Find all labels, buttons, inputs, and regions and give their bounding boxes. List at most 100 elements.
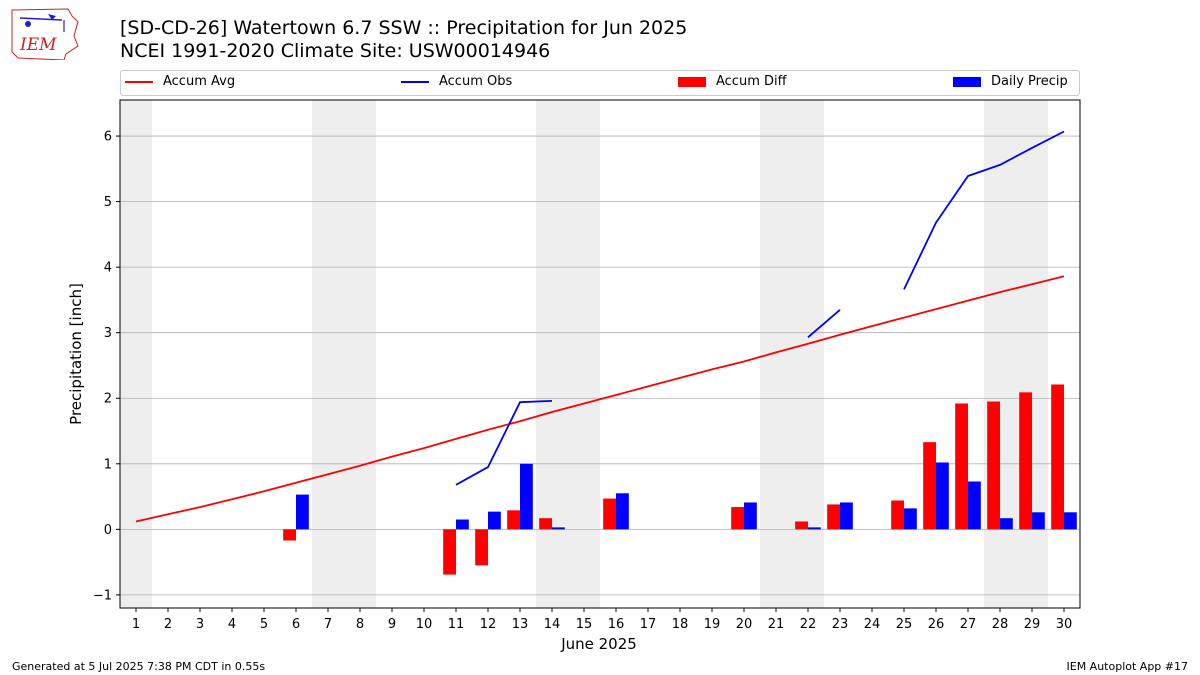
- legend: Accum Avg Accum Obs Accum Diff Daily Pre…: [120, 70, 1080, 96]
- x-tick-label: 18: [672, 617, 689, 632]
- chart-title: [SD-CD-26] Watertown 6.7 SSW :: Precipit…: [120, 17, 688, 39]
- daily-precip-bar: [1064, 512, 1077, 530]
- app-note: IEM Autoplot App #17: [1066, 660, 1189, 673]
- accum-diff-bar: [1019, 392, 1032, 530]
- y-axis-label: Precipitation [inch]: [67, 283, 85, 425]
- x-tick-label: 2: [164, 617, 172, 632]
- x-tick-label: 26: [928, 617, 945, 632]
- x-tick-label: 10: [416, 617, 433, 632]
- legend-label: Accum Obs: [439, 74, 513, 89]
- daily-precip-bar: [936, 462, 949, 530]
- accum-obs-line: [455, 400, 553, 486]
- lines: [135, 130, 1065, 523]
- legend-swatch: [678, 76, 706, 87]
- accum-diff-bar: [987, 401, 1000, 530]
- x-tick-label: 9: [388, 617, 396, 632]
- x-tick-label: 13: [512, 617, 529, 632]
- accum-diff-bar: [795, 521, 808, 530]
- accum-diff-bar: [283, 529, 296, 541]
- y-tick-label: 4: [104, 261, 112, 276]
- x-tick-label: 11: [448, 617, 465, 632]
- legend-item-accum-diff: Accum Diff: [678, 74, 787, 89]
- weekend-band: [760, 100, 792, 608]
- accum-diff-bar: [475, 529, 488, 566]
- x-tick-label: 16: [608, 617, 625, 632]
- accum-avg-line: [135, 275, 1065, 523]
- weekend-band: [568, 100, 600, 608]
- weekend-band: [1016, 100, 1048, 608]
- daily-precip-bar: [968, 481, 981, 530]
- x-tick-label: 7: [324, 617, 332, 632]
- gridlines: [120, 135, 1080, 596]
- daily-precip-bar: [520, 463, 533, 530]
- legend-label: Daily Precip: [991, 74, 1068, 89]
- x-tick-label: 20: [736, 617, 753, 632]
- x-tick-label: 17: [640, 617, 657, 632]
- accum-diff-bar: [731, 507, 744, 530]
- daily-precip-bar: [296, 494, 309, 530]
- daily-precip-bar: [488, 511, 501, 530]
- x-tick-label: 15: [576, 617, 593, 632]
- x-tick-label: 6: [292, 617, 300, 632]
- legend-label: Accum Avg: [163, 74, 236, 89]
- x-tick-label: 25: [896, 617, 913, 632]
- x-ticks: 1 2 3 4 5 6 7 8 9 10 11 12 13 14 15 16 17 18 19 20 21 22 23 24 2…: [132, 608, 1072, 632]
- x-tick-label: 28: [992, 617, 1009, 632]
- x-tick-label: 14: [544, 617, 561, 632]
- y-tick-label: 1: [104, 457, 112, 472]
- weekend-band: [536, 100, 568, 608]
- weekend-band: [312, 100, 344, 608]
- x-tick-label: 30: [1056, 617, 1073, 632]
- x-tick-label: 3: [196, 617, 204, 632]
- weekend-band: [120, 100, 152, 608]
- y-ticks: −1 0 1 2 3 4 5 6: [93, 130, 120, 603]
- daily-precip-bar: [616, 493, 629, 530]
- x-tick-label: 4: [228, 617, 236, 632]
- daily-precip-bar: [808, 527, 821, 530]
- y-tick-label: −1: [93, 588, 112, 603]
- accum-obs-line: [807, 309, 841, 338]
- generated-note: Generated at 5 Jul 2025 7:38 PM CDT in 0…: [12, 660, 266, 673]
- accum-diff-bar: [443, 529, 456, 575]
- daily-precip-bar: [904, 508, 917, 530]
- x-tick-label: 24: [864, 617, 881, 632]
- plot-frame: [119, 99, 1081, 609]
- x-axis-label: June 2025: [560, 635, 637, 653]
- daily-precip-bar: [1000, 518, 1013, 530]
- svg-text:IEM: IEM: [19, 35, 57, 55]
- legend-swatch: [401, 80, 429, 83]
- bars: [283, 384, 1077, 575]
- weekend-band: [792, 100, 824, 608]
- x-tick-label: 22: [800, 617, 817, 632]
- weekend-bands: [120, 100, 1048, 608]
- accum-diff-bar: [507, 510, 520, 530]
- legend-item-accum-avg: Accum Avg: [125, 74, 235, 89]
- x-tick-label: 23: [832, 617, 849, 632]
- y-tick-label: 5: [104, 195, 112, 210]
- accum-diff-bar: [891, 500, 904, 530]
- accum-diff-bar: [539, 518, 552, 530]
- iem-logo: IEM: [11, 8, 79, 60]
- x-tick-label: 1: [132, 617, 140, 632]
- x-tick-label: 19: [704, 617, 721, 632]
- accum-diff-bar: [955, 403, 968, 530]
- accum-diff-bar: [603, 498, 616, 530]
- x-tick-label: 27: [960, 617, 977, 632]
- legend-item-daily-precip: Daily Precip: [953, 74, 1068, 89]
- x-tick-label: 29: [1024, 617, 1041, 632]
- daily-precip-bar: [744, 502, 757, 530]
- accum-diff-bar: [1051, 384, 1064, 530]
- y-tick-label: 3: [104, 326, 112, 341]
- y-tick-label: 6: [104, 130, 112, 145]
- daily-precip-bar: [840, 502, 853, 530]
- legend-label: Accum Diff: [716, 74, 787, 89]
- chart-subtitle: NCEI 1991-2020 Climate Site: USW00014946: [120, 40, 551, 62]
- legend-swatch: [125, 80, 153, 83]
- legend-item-accum-obs: Accum Obs: [401, 74, 512, 89]
- x-tick-label: 12: [480, 617, 497, 632]
- daily-precip-bar: [552, 527, 565, 530]
- y-tick-label: 0: [104, 523, 112, 538]
- daily-precip-bar: [1032, 512, 1045, 530]
- y-tick-label: 2: [104, 392, 112, 407]
